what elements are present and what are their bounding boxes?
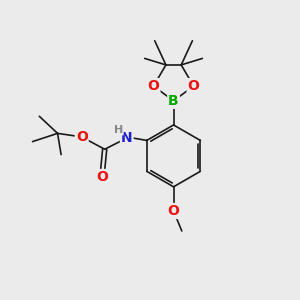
Text: O: O [168, 204, 179, 218]
Text: O: O [188, 79, 200, 93]
Text: O: O [96, 170, 108, 184]
Text: O: O [76, 130, 88, 144]
Text: O: O [148, 79, 160, 93]
Text: H: H [114, 125, 123, 135]
Text: B: B [168, 94, 179, 108]
Text: N: N [121, 131, 133, 145]
